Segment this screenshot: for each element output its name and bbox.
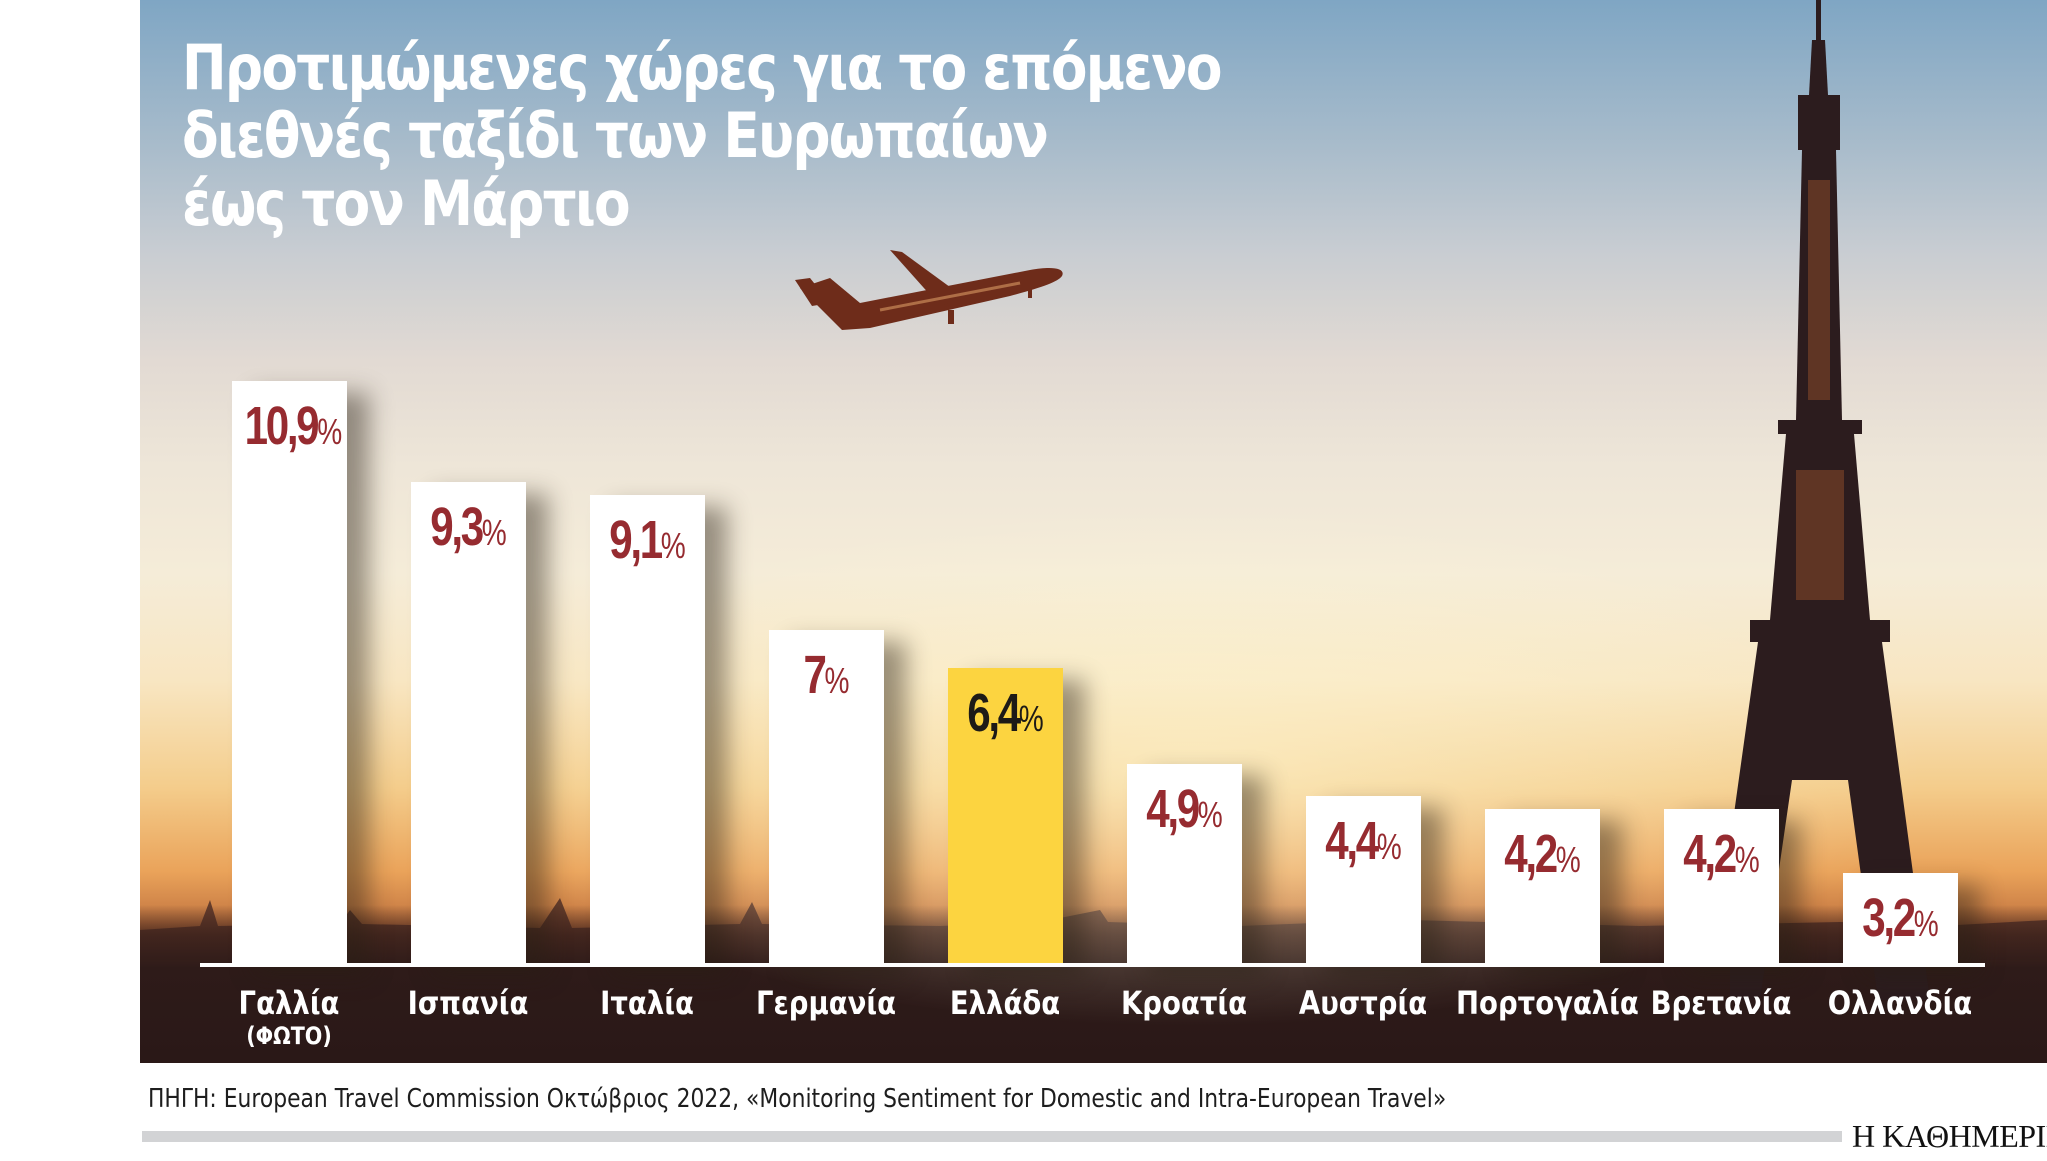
x-label-portugal: Πορτογαλία	[1456, 984, 1639, 1022]
bar-austria: 4,4%	[1306, 796, 1421, 963]
bar-value: 9,1%	[609, 510, 686, 570]
bar-value: 7%	[803, 645, 850, 705]
photo-note: (ΦΩΤΟ)	[246, 1022, 332, 1050]
title-line-2: διεθνές ταξίδι των Ευρωπαίων	[182, 99, 1049, 172]
x-label-italy: Ιταλία	[600, 984, 694, 1022]
bar-value: 3,2%	[1862, 888, 1939, 948]
x-label-spain: Ισπανία	[407, 984, 529, 1022]
bar-netherlands: 3,2%	[1843, 873, 1958, 963]
bar-portugal: 4,2%	[1485, 809, 1600, 963]
x-label-croatia: Κροατία	[1120, 984, 1248, 1022]
x-axis-line	[200, 963, 1985, 967]
x-label-austria: Αυστρία	[1298, 984, 1428, 1022]
bar-germany: 7%	[769, 630, 884, 963]
x-label-france: Γαλλία (ΦΩΤΟ)	[203, 985, 375, 1051]
x-label-greece: Ελλάδα	[949, 984, 1061, 1022]
x-label-germany: Γερμανία	[755, 984, 897, 1022]
source-note: ΠΗΓΗ: European Travel Commission Οκτώβρι…	[148, 1084, 1447, 1114]
bar-greece-highlighted: 6,4%	[948, 668, 1063, 963]
chart-background-photo	[140, 0, 2047, 1063]
x-label-netherlands: Ολλανδία	[1827, 984, 1973, 1022]
bar-value: 10,9%	[244, 396, 343, 456]
bar-croatia: 4,9%	[1127, 764, 1242, 963]
title-line-1: Προτιμώμενες χώρες για το επόμενο	[182, 31, 1222, 104]
title-line-3: έως τον Μάρτιο	[182, 167, 631, 240]
bar-value: 6,4%	[967, 683, 1044, 743]
bar-italy: 9,1%	[590, 495, 705, 963]
bar-britain: 4,2%	[1664, 809, 1779, 963]
bar-value: 4,4%	[1325, 811, 1402, 871]
bar-value: 4,9%	[1146, 779, 1223, 839]
x-label-britain: Βρετανία	[1650, 984, 1792, 1022]
bar-value: 4,2%	[1683, 824, 1760, 884]
eiffel-tower-icon	[1730, 0, 1930, 1000]
bar-spain: 9,3%	[411, 482, 526, 963]
chart-title: Προτιμώμενες χώρες για το επόμενο διεθνέ…	[182, 31, 1222, 240]
footer-rule	[142, 1131, 1842, 1142]
bar-france: 10,9%	[232, 381, 347, 963]
airplane-icon	[795, 250, 1063, 330]
bar-value: 4,2%	[1504, 824, 1581, 884]
publisher-logo: Η ΚΑΘΗΜΕΡΙΝΗ	[1852, 1118, 2047, 1154]
bar-value: 9,3%	[430, 497, 507, 557]
